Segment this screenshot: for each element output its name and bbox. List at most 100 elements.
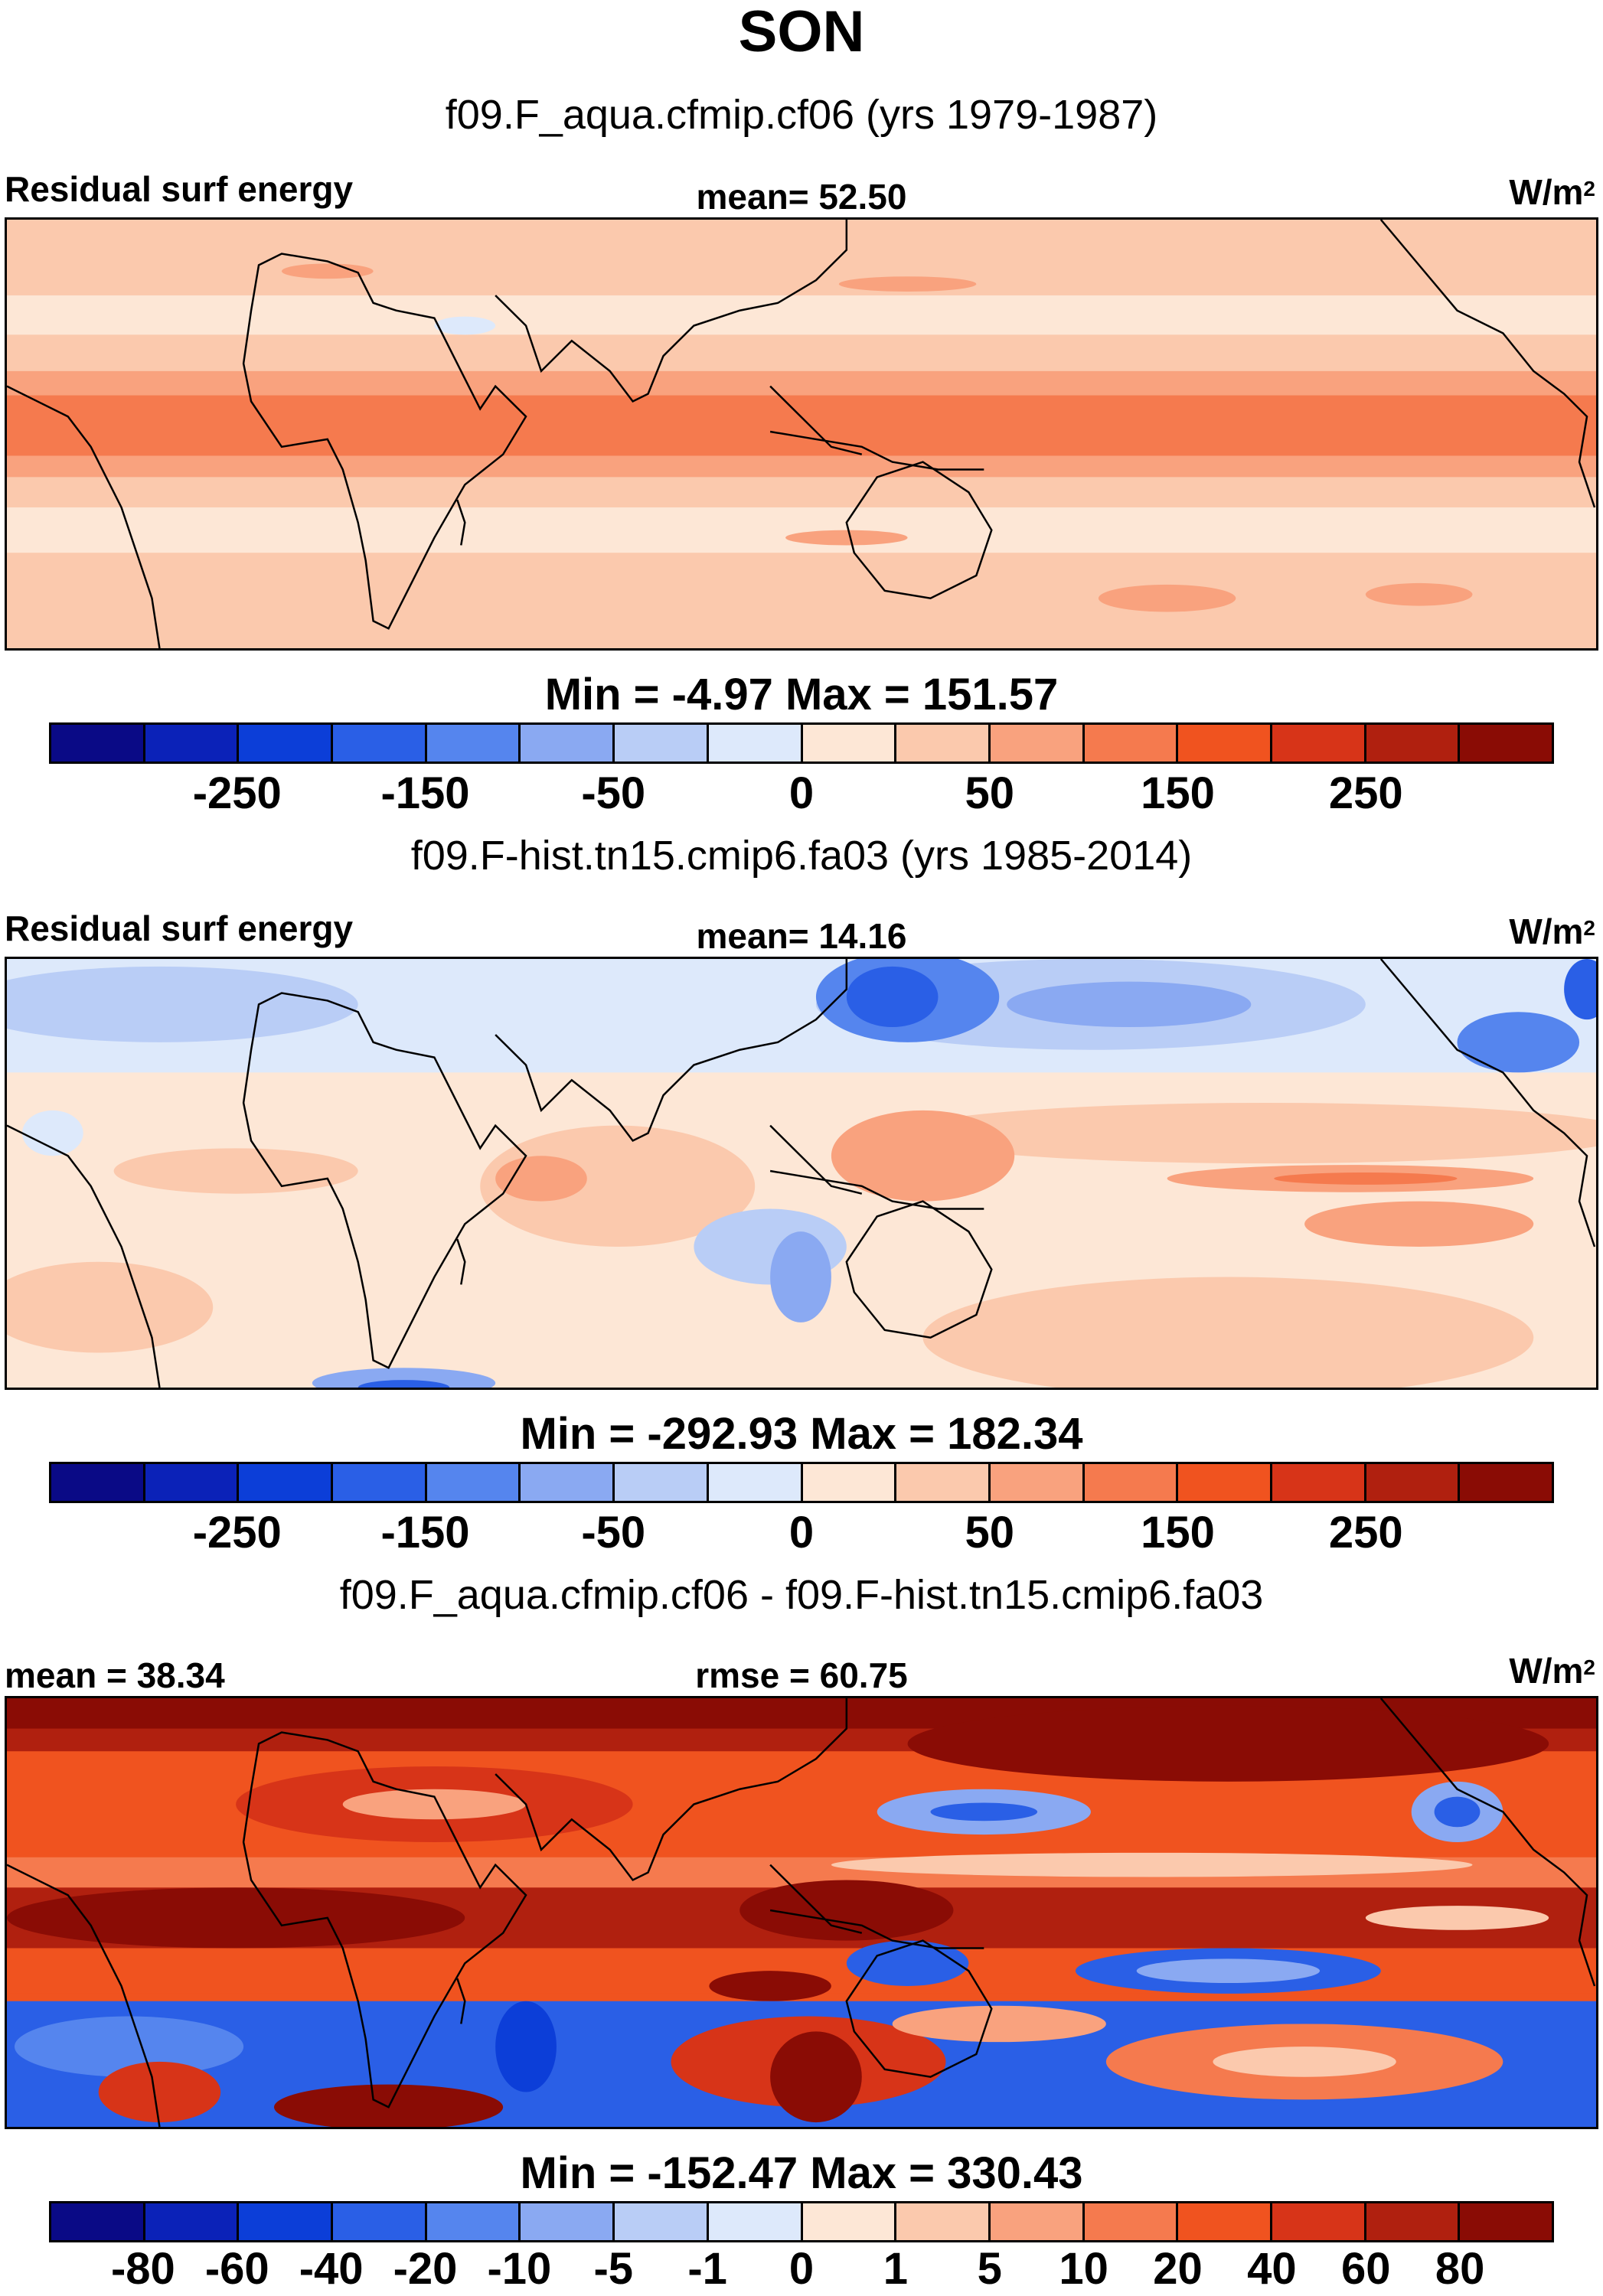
colorbar-swatch xyxy=(990,2203,1085,2240)
colorbar-swatch xyxy=(1272,1464,1366,1501)
colorbar-swatch xyxy=(1460,1464,1552,1501)
panel-1-map xyxy=(5,217,1598,651)
colorbar-tick-label: 0 xyxy=(788,768,815,818)
colorbar-tick-label: -10 xyxy=(487,2244,552,2294)
colorbar-swatch xyxy=(239,725,334,762)
subtropical-low-band xyxy=(7,295,1596,335)
panel-2-map-svg xyxy=(7,959,1596,1388)
colorbar-tick-label: -80 xyxy=(110,2244,175,2294)
panel-3-coastlines xyxy=(7,1698,1596,2127)
colorbar-swatch xyxy=(1460,725,1552,762)
south-america-east-coastline xyxy=(7,1864,161,2127)
colorbar-swatch xyxy=(521,2203,615,2240)
panel-1-map-svg xyxy=(7,220,1596,648)
panel-2-minmax: Min = -292.93 Max = 182.34 xyxy=(520,1409,1083,1459)
colorbar-swatch xyxy=(333,2203,427,2240)
colorbar-tick-label: 150 xyxy=(1141,1508,1215,1557)
colorbar-swatch xyxy=(990,725,1085,762)
colorbar-tick-label: -150 xyxy=(380,1508,470,1557)
colorbar-swatch xyxy=(1084,1464,1179,1501)
africa-coastline xyxy=(242,992,527,1369)
colorbar-swatch xyxy=(426,725,521,762)
panel-2-subtitle: f09.F-hist.tn15.cmip6.fa03 (yrs 1985-201… xyxy=(410,833,1193,879)
australia-coastline xyxy=(845,1200,993,1339)
panel-3-colorbar xyxy=(49,2201,1554,2242)
colorbar-swatch xyxy=(145,1464,240,1501)
colorbar-tick-label: -20 xyxy=(393,2244,458,2294)
americas-west-coastline xyxy=(1379,220,1596,508)
panel-1-colorbar xyxy=(49,722,1554,764)
colorbar-swatch xyxy=(896,1464,991,1501)
panel-2-coastlines xyxy=(7,959,1596,1388)
panel-1-subtitle: f09.F_aqua.cfmip.cf06 (yrs 1979-1987) xyxy=(445,92,1158,138)
panel-3-map-svg xyxy=(7,1698,1596,2127)
asia-coastline xyxy=(495,1698,848,1882)
colorbar-swatch xyxy=(1084,725,1179,762)
colorbar-swatch xyxy=(708,2203,803,2240)
colorbar-swatch xyxy=(1178,2203,1272,2240)
panel-3-colorbar-ticks: -80 -60 -40 -20 -10 -5 -1 0 1 5 10 20 40 60 80 xyxy=(49,2242,1554,2296)
colorbar-swatch xyxy=(1178,725,1272,762)
colorbar-tick-label: 250 xyxy=(1328,1508,1403,1557)
colorbar-swatch xyxy=(1460,2203,1552,2240)
tropical-atlantic-max xyxy=(7,1887,465,1949)
asia-coastline xyxy=(495,220,848,403)
colorbar-tick-label: -40 xyxy=(299,2244,364,2294)
colorbar-swatch xyxy=(239,2203,334,2240)
colorbar-tick-label: -50 xyxy=(581,1508,646,1557)
colorbar-swatch xyxy=(1366,1464,1461,1501)
south-america-east-coastline xyxy=(7,385,161,648)
colorbar-swatch xyxy=(145,2203,240,2240)
colorbar-tick-label: 50 xyxy=(965,1508,1015,1557)
figure-title: SON xyxy=(738,0,865,64)
colorbar-tick-label: 250 xyxy=(1328,768,1403,818)
colorbar-tick-label: 10 xyxy=(1059,2244,1108,2294)
panel-1-minmax: Min = -4.97 Max = 151.57 xyxy=(544,670,1059,719)
itcz-high-band xyxy=(7,395,1596,456)
colorbar-tick-label: 20 xyxy=(1153,2244,1203,2294)
americas-west-coastline xyxy=(1379,1698,1596,1987)
panel-1-colorbar-ticks: -250 -150 -50 0 50 150 250 xyxy=(49,767,1554,820)
panel-3-rmse-label: rmse = 60.75 xyxy=(695,1655,908,1695)
colorbar-swatch xyxy=(1272,2203,1366,2240)
colorbar-tick-label: 50 xyxy=(965,768,1015,818)
colorbar-swatch xyxy=(615,2203,709,2240)
colorbar-swatch xyxy=(145,725,240,762)
south-america-east-coastline xyxy=(7,1124,161,1388)
colorbar-swatch xyxy=(521,1464,615,1501)
colorbar-swatch xyxy=(333,1464,427,1501)
colorbar-tick-label: -150 xyxy=(380,768,470,818)
colorbar-swatch xyxy=(51,725,145,762)
colorbar-tick-label: 1 xyxy=(883,2244,909,2294)
colorbar-tick-label: -250 xyxy=(192,768,282,818)
africa-coastline xyxy=(242,253,527,630)
panel-2-colorbar xyxy=(49,1462,1554,1503)
panel-1-mean-label: mean= 52.50 xyxy=(696,177,907,217)
colorbar-tick-label: 60 xyxy=(1340,2244,1391,2294)
colorbar-swatch xyxy=(1366,725,1461,762)
panel-1-coastlines xyxy=(7,220,1596,648)
colorbar-swatch xyxy=(615,725,709,762)
australia-coastline xyxy=(845,461,993,599)
colorbar-swatch xyxy=(802,725,897,762)
colorbar-swatch xyxy=(239,1464,334,1501)
colorbar-swatch xyxy=(1178,1464,1272,1501)
colorbar-swatch xyxy=(708,725,803,762)
panel-3-subtitle: f09.F_aqua.cfmip.cf06 - f09.F-hist.tn15.… xyxy=(339,1572,1264,1618)
colorbar-swatch xyxy=(51,2203,145,2240)
africa-coastline xyxy=(242,1731,527,2108)
colorbar-tick-label: 0 xyxy=(788,2244,815,2294)
panel-3-map xyxy=(5,1696,1598,2129)
colorbar-tick-label: -1 xyxy=(687,2244,727,2294)
asia-coastline xyxy=(495,959,848,1143)
colorbar-swatch xyxy=(426,1464,521,1501)
panel-3-unit-label: W/m2 xyxy=(1509,1651,1595,1691)
colorbar-tick-label: 80 xyxy=(1435,2244,1485,2294)
panel-3-minmax: Min = -152.47 Max = 330.43 xyxy=(520,2148,1083,2198)
colorbar-swatch xyxy=(802,1464,897,1501)
panel-2-unit-label: W/m2 xyxy=(1509,912,1595,951)
panel-2-mean-label: mean= 14.16 xyxy=(696,916,907,956)
colorbar-swatch xyxy=(51,1464,145,1501)
panel-1-unit-label: W/m2 xyxy=(1509,172,1595,212)
colorbar-tick-label: 40 xyxy=(1247,2244,1297,2294)
